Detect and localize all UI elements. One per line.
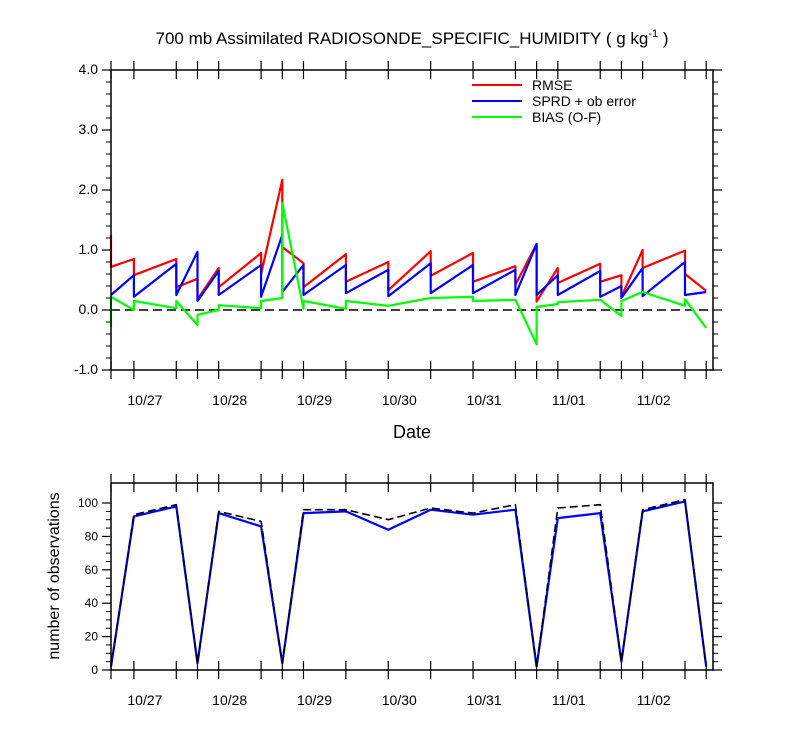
y-tick-label: 3.0: [79, 121, 99, 137]
y-tick-label: 80: [85, 529, 99, 543]
y-tick-label: 0.0: [79, 301, 99, 317]
y-tick-label: 0: [91, 663, 98, 677]
x-tick-label: 10/30: [382, 692, 417, 708]
legend-label: RMSE: [532, 77, 572, 93]
x-tick-label: 10/31: [467, 692, 502, 708]
series-line-sprd-ob-error: [110, 233, 707, 303]
y-tick-label: 100: [78, 496, 98, 510]
y-tick-label: 20: [85, 630, 99, 644]
x-tick-label: 11/01: [552, 392, 586, 408]
top-plot-frame: [110, 69, 714, 371]
x-tick-label: 10/28: [212, 692, 247, 708]
y-tick-label: 40: [85, 596, 99, 610]
bottom-panel: 0 20 40 60 80 100 10/27 10/28 10/29 10/30 10/31 11/…: [78, 474, 722, 708]
x-tick-label: 10/27: [127, 692, 162, 708]
legend-label: SPRD + ob error: [532, 93, 636, 109]
y-tick-label: 1.0: [79, 241, 99, 257]
x-tick-label: 11/02: [637, 692, 671, 708]
series-line-bias-o-f: [109, 202, 708, 346]
x-tick-label: 10/29: [297, 692, 332, 708]
y-tick-label: 2.0: [79, 181, 99, 197]
y-tick-label: -1.0: [74, 361, 98, 377]
y-tick-label: 60: [85, 563, 99, 577]
legend-label: BIAS (O-F): [532, 109, 601, 125]
x-tick-label: 10/28: [212, 392, 247, 408]
top-panel: -1.0 0.0 1.0 2.0 3.0 4.0 10/27 10/28 10/29 10/30 1…: [74, 61, 722, 408]
x-axis-label: Date: [393, 422, 431, 442]
x-tick-label: 11/01: [552, 692, 586, 708]
x-tick-label: 10/27: [127, 392, 162, 408]
x-tick-label: 10/31: [467, 392, 502, 408]
x-tick-label: 11/02: [637, 392, 671, 408]
x-tick-label: 10/29: [297, 392, 332, 408]
bottom-plot-frame: [110, 482, 714, 671]
x-tick-label: 10/30: [382, 392, 417, 408]
y-axis-label-observations: number of observations: [46, 492, 63, 659]
y-tick-label: 4.0: [79, 61, 99, 77]
series-line-rmse: [109, 178, 707, 303]
chart-title: 700 mb Assimilated RADIOSONDE_SPECIFIC_H…: [155, 28, 668, 48]
series-line-possible: [110, 498, 707, 668]
